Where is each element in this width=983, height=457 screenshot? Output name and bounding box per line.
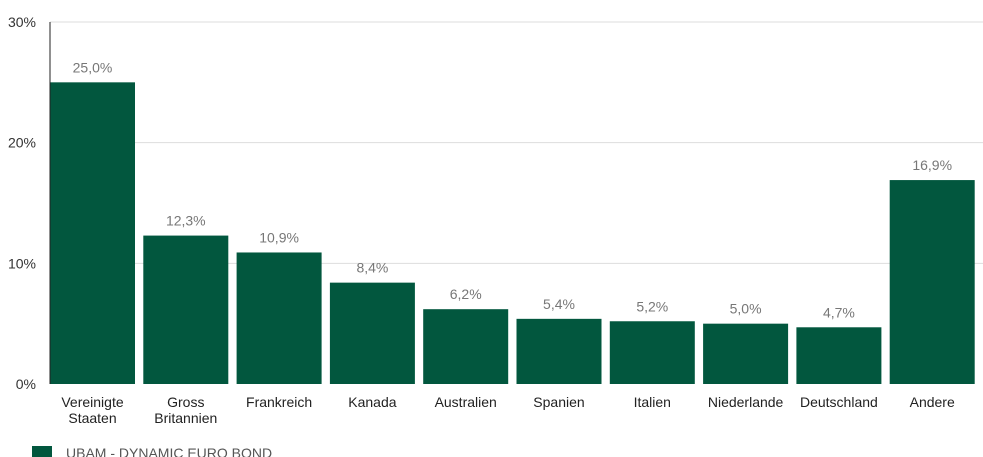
data-label: 8,4%: [356, 260, 388, 276]
y-tick-label: 10%: [8, 255, 36, 271]
bar: [703, 323, 789, 384]
y-tick-label: 30%: [8, 14, 36, 30]
category-label: Andere: [910, 394, 955, 410]
data-label: 5,2%: [636, 298, 668, 314]
y-axis-ticks: 0% 10% 20% 30%: [8, 14, 36, 392]
bar: [516, 318, 602, 384]
category-label: Gross: [167, 394, 204, 410]
category-label: Italien: [634, 394, 671, 410]
data-label: 25,0%: [73, 59, 113, 75]
legend: UBAM - DYNAMIC EURO BOND: [32, 445, 272, 457]
data-labels: 25,0% 12,3% 10,9% 8,4% 6,2% 5,4% 5,2% 5,0% 4,7% 1…: [73, 59, 952, 320]
data-label: 10,9%: [259, 229, 299, 245]
data-label: 5,4%: [543, 296, 575, 312]
bar: [329, 282, 415, 384]
category-label: Frankreich: [246, 394, 312, 410]
data-label: 5,0%: [730, 301, 762, 317]
y-tick-label: 20%: [8, 135, 36, 151]
y-tick-label: 0%: [16, 376, 36, 392]
category-label: Kanada: [348, 394, 396, 410]
category-label: Australien: [435, 394, 497, 410]
bar: [796, 327, 882, 384]
category-label: Vereinigte: [61, 394, 123, 410]
data-label: 16,9%: [912, 157, 952, 173]
category-label: Britannien: [154, 410, 217, 426]
category-label: Staaten: [68, 410, 116, 426]
bar: [423, 309, 509, 384]
legend-label: UBAM - DYNAMIC EURO BOND: [66, 445, 272, 457]
bar: [889, 180, 975, 384]
bar: [143, 235, 229, 384]
category-label: Niederlande: [708, 394, 784, 410]
category-label: Spanien: [533, 394, 584, 410]
bar: [236, 252, 322, 384]
data-label: 4,7%: [823, 304, 855, 320]
category-label: Deutschland: [800, 394, 878, 410]
bars: [50, 82, 975, 384]
data-label: 12,3%: [166, 213, 206, 229]
bar: [609, 321, 695, 384]
legend-swatch: [32, 446, 52, 457]
data-label: 6,2%: [450, 286, 482, 302]
bar: [50, 82, 135, 384]
